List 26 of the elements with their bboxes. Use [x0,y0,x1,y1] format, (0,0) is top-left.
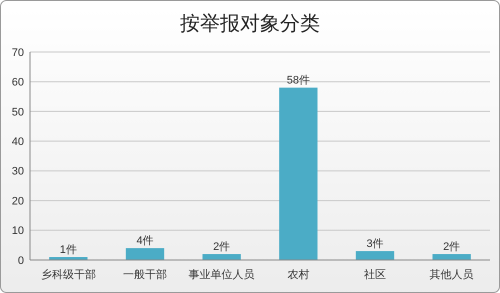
bar [356,251,394,260]
data-label: 1件 [60,244,77,256]
y-tick-label: 20 [12,195,24,208]
x-tick-label: 一般干部 [123,268,167,281]
y-tick-label: 70 [12,46,24,59]
data-label: 2件 [213,241,230,254]
data-label: 2件 [443,241,460,254]
y-tick-label: 60 [12,76,24,89]
data-label: 4件 [136,235,154,248]
data-label: 3件 [366,238,384,250]
y-tick-label: 50 [12,106,24,118]
x-tick-label: 事业单位人员 [188,268,255,281]
y-tick-label: 0 [18,254,24,267]
x-tick-label: 农村 [287,268,310,281]
chart-title: 按举报对象分类 [180,13,320,35]
y-tick-label: 10 [12,225,24,238]
bar [279,88,318,260]
bar [432,254,471,260]
x-tick-label: 社区 [364,268,386,281]
data-label: 58件 [286,74,310,87]
y-tick-label: 40 [12,136,24,148]
bar [202,254,241,260]
y-tick-label: 30 [12,166,24,178]
x-tick-label: 乡科级干部 [40,268,96,281]
x-tick-label: 其他人员 [430,268,474,281]
bar [126,248,164,260]
